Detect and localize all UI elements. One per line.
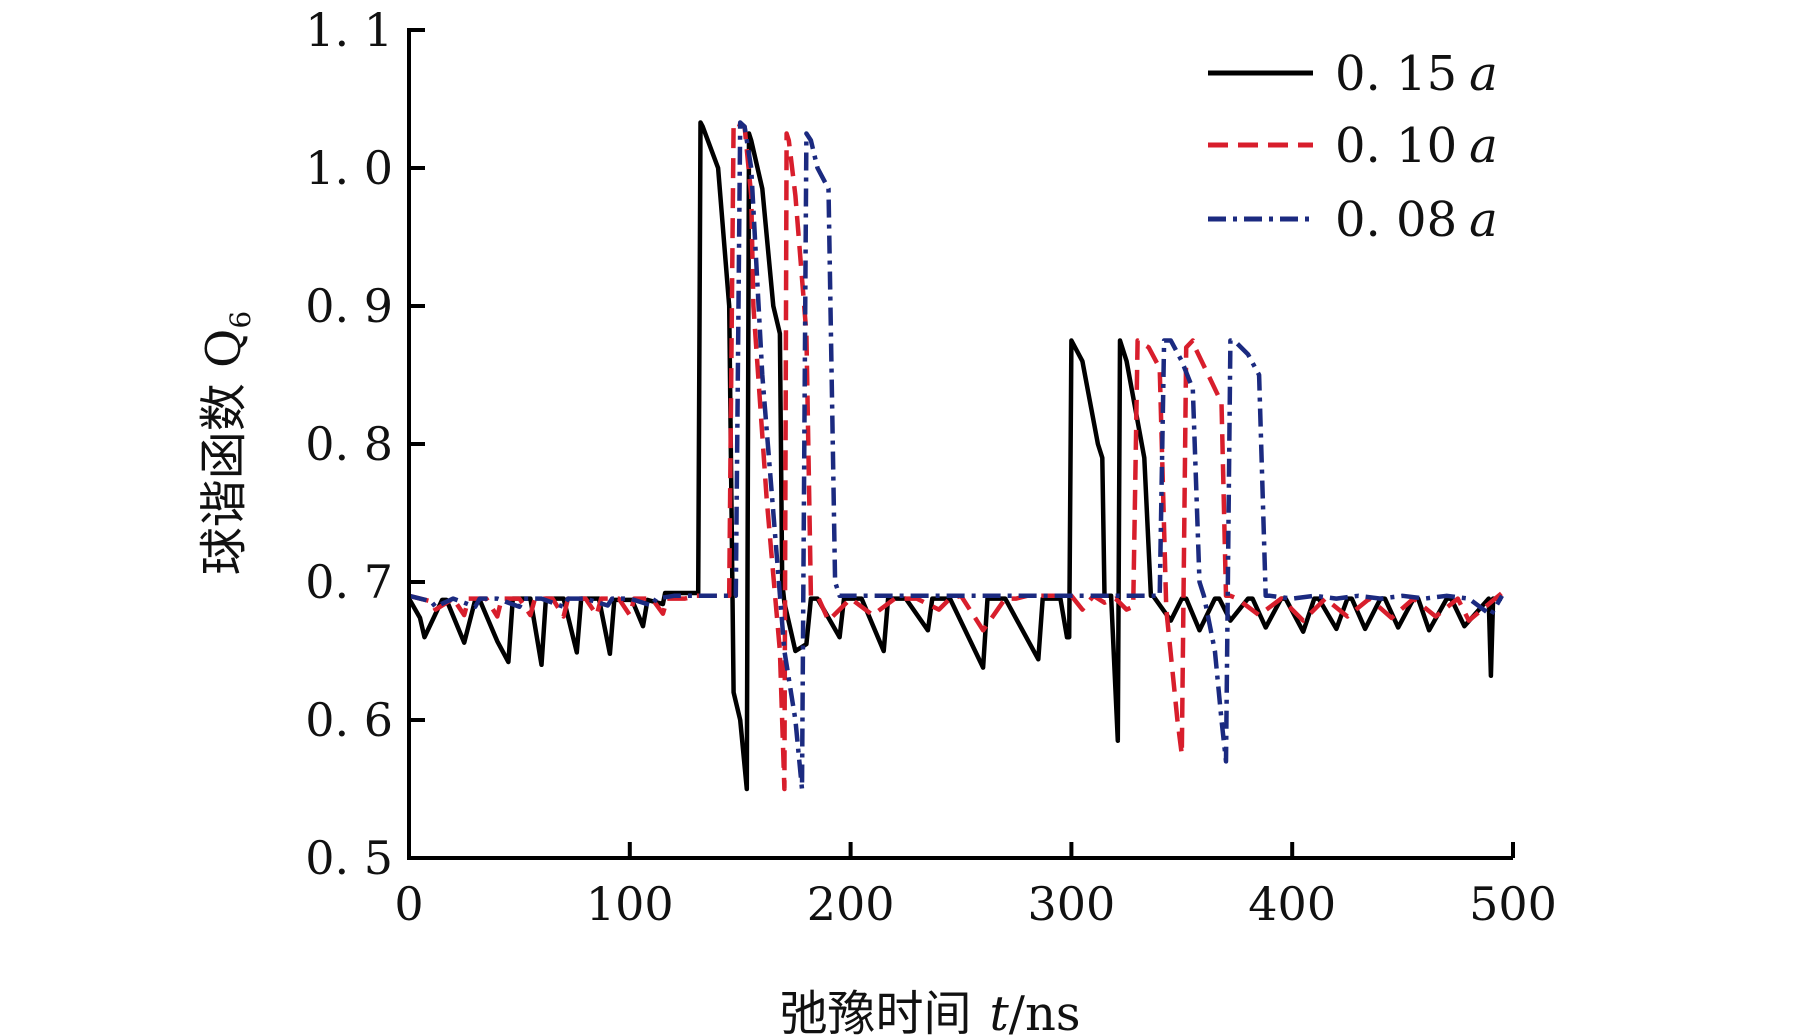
x-tick-label-0: 0	[394, 877, 423, 931]
series-line-2	[408, 120, 1504, 792]
y-tick-label-6: 1. 1	[305, 3, 393, 57]
legend-label-2-var: a	[1469, 192, 1498, 248]
legend-label-0-num: 0. 15	[1335, 46, 1457, 102]
legend-item-2: 0. 08 a	[1208, 192, 1498, 248]
x-axis-title-text: 弛豫时间	[779, 986, 971, 1036]
legend-label-0-var: a	[1469, 46, 1498, 102]
ticks: 0 100 200 300 400 500 0. 5 0. 6 0. 7 0. 8 0. 9 1. 0…	[305, 3, 1557, 931]
y-tick-label-4: 0. 9	[305, 279, 393, 333]
y-tick-label-5: 1. 0	[305, 141, 393, 195]
y-axis-title-text: 球谐函数 Q	[196, 329, 252, 576]
y-axis-title-sub: 6	[224, 311, 257, 329]
series-layer	[407, 120, 1504, 792]
series-line-0	[407, 120, 1502, 792]
x-tick-label-2: 200	[807, 877, 895, 931]
svg-text:球谐函数 Q6: 球谐函数 Q6	[196, 311, 257, 575]
y-tick-label-2: 0. 7	[305, 555, 393, 609]
legend-item-1: 0. 10 a	[1208, 118, 1498, 174]
x-axis-title-var: t	[990, 986, 1010, 1036]
x-tick-label-4: 400	[1248, 877, 1336, 931]
y-tick-label-0: 0. 5	[305, 831, 393, 885]
legend-item-0: 0. 15 a	[1208, 46, 1498, 102]
x-axis-title-unit: /ns	[1009, 986, 1081, 1036]
x-axis-title: 弛豫时间 t/ns	[779, 986, 1080, 1036]
legend-label-1-num: 0. 10	[1335, 118, 1457, 174]
y-axis-title: 球谐函数 Q6	[196, 311, 257, 575]
y-tick-label-3: 0. 8	[305, 417, 393, 471]
svg-text:0. 15a: 0. 15 a	[1335, 46, 1498, 102]
y-tick-label-1: 0. 6	[305, 693, 393, 747]
series-line-1	[408, 120, 1504, 792]
x-tick-label-1: 100	[586, 877, 674, 931]
legend-label-2-num: 0. 08	[1335, 192, 1457, 248]
x-tick-label-5: 500	[1469, 877, 1557, 931]
x-tick-label-3: 300	[1027, 877, 1115, 931]
svg-text:0. 08a: 0. 08 a	[1335, 192, 1498, 248]
legend-label-1-var: a	[1469, 118, 1498, 174]
legend: 0. 15 a 0. 10 a 0. 08 a	[1208, 46, 1498, 248]
svg-text:0. 10a: 0. 10 a	[1335, 118, 1498, 174]
